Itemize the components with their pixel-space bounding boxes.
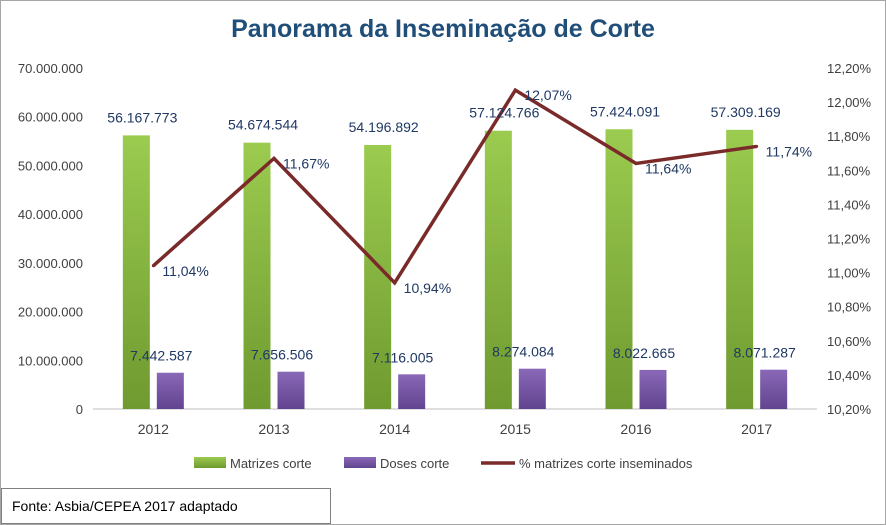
legend-swatch-matrizes-corte — [194, 457, 226, 468]
data-label-doses-corte: 8.022.665 — [613, 345, 675, 361]
legend-swatch-doses-corte — [344, 457, 376, 468]
data-label-matrizes-corte: 57.124.766 — [469, 105, 539, 121]
data-label-pct-inseminados: 11,74% — [766, 143, 812, 159]
data-label-pct-inseminados: 11,64% — [645, 160, 691, 176]
data-label-doses-corte: 7.656.506 — [251, 347, 313, 363]
bar-matrizes-corte — [122, 135, 150, 410]
line-series — [151, 87, 759, 286]
y-right-tick-label: 12,20% — [827, 61, 872, 76]
line-point — [634, 161, 638, 165]
x-tick-label: 2013 — [258, 421, 289, 437]
bar-doses-corte — [639, 369, 667, 409]
legend-label-matrizes-corte: Matrizes corte — [230, 456, 312, 471]
bar-matrizes-corte — [484, 130, 512, 410]
data-label-doses-corte: 8.274.084 — [492, 344, 554, 360]
bar-matrizes-corte — [726, 129, 754, 409]
y-right-tick-label: 11,40% — [827, 197, 871, 212]
data-label-pct-inseminados: 11,67% — [283, 155, 329, 171]
source-note: Fonte: Asbia/CEPEA 2017 adaptado — [12, 498, 238, 514]
data-labels: 56.167.773 7.442.587 11,04% 54.674.544 7.656… — [107, 87, 812, 365]
axes: 0 10.000.000 20.000.000 30.000.000 40.000.00… — [18, 61, 872, 437]
x-tick-label: 2014 — [379, 421, 410, 437]
bar-doses-corte — [277, 371, 305, 409]
bar-doses-corte — [760, 369, 788, 409]
y-right-tick-label: 12,00% — [827, 95, 872, 110]
data-label-matrizes-corte: 54.196.892 — [349, 119, 419, 135]
source-box: Fonte: Asbia/CEPEA 2017 adaptado — [1, 488, 331, 524]
y-left-tick-label: 60.000.000 — [18, 110, 83, 125]
legend-label-pct-inseminados: % matrizes corte inseminados — [519, 456, 693, 471]
y-left-tick-label: 40.000.000 — [18, 207, 83, 222]
data-label-pct-inseminados: 12,07% — [524, 87, 571, 103]
x-tick-label: 2017 — [741, 421, 772, 437]
y-right-tick-label: 11,20% — [827, 232, 871, 247]
line-point — [755, 144, 759, 148]
chart-title: Panorama da Inseminação de Corte — [231, 15, 655, 43]
data-label-matrizes-corte: 54.674.544 — [228, 117, 298, 133]
data-label-matrizes-corte: 57.309.169 — [711, 104, 781, 120]
legend-label-doses-corte: Doses corte — [380, 456, 449, 471]
data-label-pct-inseminados: 11,04% — [162, 263, 208, 279]
x-tick-label: 2016 — [620, 421, 651, 437]
y-right-tick-label: 10,60% — [827, 334, 872, 349]
y-left-tick-label: 20.000.000 — [18, 305, 83, 320]
data-label-pct-inseminados: 10,94% — [404, 280, 451, 296]
y-left-tick-label: 10.000.000 — [18, 353, 83, 368]
y-right-tick-label: 10,20% — [827, 402, 872, 417]
y-left-tick-label: 30.000.000 — [18, 256, 83, 271]
legend: Matrizes corte Doses corte % matrizes cort… — [194, 456, 693, 471]
data-label-matrizes-corte: 56.167.773 — [107, 109, 177, 125]
bars — [122, 129, 788, 410]
y-right-tick-label: 11,60% — [827, 163, 871, 178]
x-tick-label: 2015 — [500, 421, 531, 437]
y-right-tick-label: 10,80% — [827, 300, 872, 315]
data-label-doses-corte: 8.071.287 — [734, 345, 796, 361]
combo-chart: 0 10.000.000 20.000.000 30.000.000 40.000.00… — [18, 61, 872, 471]
y-left-tick-label: 0 — [76, 402, 83, 417]
y-right-tick-label: 10,40% — [827, 368, 872, 383]
y-left-tick-label: 70.000.000 — [18, 61, 83, 76]
data-label-doses-corte: 7.116.005 — [372, 349, 433, 365]
bar-matrizes-corte — [605, 129, 633, 410]
line-point — [393, 281, 397, 285]
bar-doses-corte — [518, 368, 546, 409]
y-right-tick-label: 11,00% — [827, 266, 871, 281]
x-tick-label: 2012 — [138, 421, 169, 437]
line-point — [151, 264, 155, 268]
line-point — [513, 88, 517, 92]
y-left-tick-label: 50.000.000 — [18, 158, 83, 173]
bar-doses-corte — [398, 374, 426, 409]
data-label-matrizes-corte: 57.424.091 — [590, 103, 660, 119]
data-label-doses-corte: 7.442.587 — [130, 348, 192, 364]
line-pct-matrizes-inseminados — [152, 87, 757, 286]
y-right-tick-label: 11,80% — [827, 129, 871, 144]
bar-matrizes-corte — [243, 142, 271, 409]
bar-doses-corte — [156, 372, 184, 409]
line-point — [272, 156, 276, 160]
